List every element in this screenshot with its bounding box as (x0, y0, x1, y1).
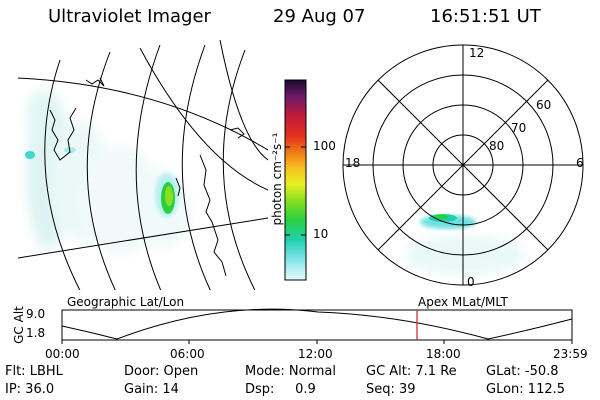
colorbar-tick-100: 100 (313, 139, 336, 153)
apex-caption: Apex MLat/MLT (418, 295, 508, 309)
param-ip: IP: 36.0 (5, 382, 55, 397)
geographic-map (18, 40, 268, 290)
geographic-caption: Geographic Lat/Lon (67, 295, 185, 309)
airglow-haze (26, 90, 190, 255)
timeline-ytop: 9.0 (26, 307, 46, 321)
polar-emission (405, 214, 525, 275)
altitude-timeline (61, 308, 573, 344)
time-label: 16:51:51 UT (430, 6, 541, 27)
instrument-title: Ultraviolet Imager (48, 6, 211, 27)
param-glon: GLon: 112.5 (486, 382, 566, 397)
latitude-lines (44, 44, 256, 290)
longitude-lines (18, 40, 268, 259)
param-mode: Mode: Normal (245, 364, 336, 379)
timeline-tick-0600: 06:00 (170, 347, 205, 361)
param-gc-alt: GC Alt: 7.1 Re (366, 364, 457, 379)
mlt-label-12: 12 (469, 46, 485, 60)
param-glat: GLat: -50.8 (486, 364, 559, 379)
mlt-label-0: 0 (467, 275, 475, 289)
colorbar (284, 79, 307, 281)
date-label: 29 Aug 07 (273, 6, 366, 27)
param-seq: Seq: 39 (366, 382, 416, 397)
colorbar-unit-label: photon cm⁻²s⁻¹ (270, 132, 284, 226)
param-filter: Flt: LBHL (5, 364, 63, 379)
timeline-tick-1200: 12:00 (298, 347, 333, 361)
timeline-tick-2359: 23:59 (553, 347, 588, 361)
mlt-label-6: 6 (576, 156, 584, 170)
coastlines (49, 77, 245, 277)
mlat-label-80: 80 (489, 139, 505, 153)
timeline-ybottom: 1.8 (26, 326, 46, 340)
auroral-spot-left (25, 147, 179, 217)
param-dsp: Dsp: 0.9 (245, 382, 316, 397)
timeline-tick-1800: 18:00 (426, 347, 461, 361)
mlat-label-70: 70 (511, 121, 527, 135)
timeline-tick-0000: 00:00 (45, 347, 80, 361)
mlt-label-18: 18 (345, 156, 361, 170)
colorbar-tick-10: 10 (313, 227, 329, 241)
mlat-label-60: 60 (536, 98, 552, 112)
param-door: Door: Open (124, 364, 199, 379)
param-gain: Gain: 14 (124, 382, 179, 397)
polar-plot (342, 44, 584, 286)
timeline-axis-label: GC Alt (12, 306, 26, 344)
